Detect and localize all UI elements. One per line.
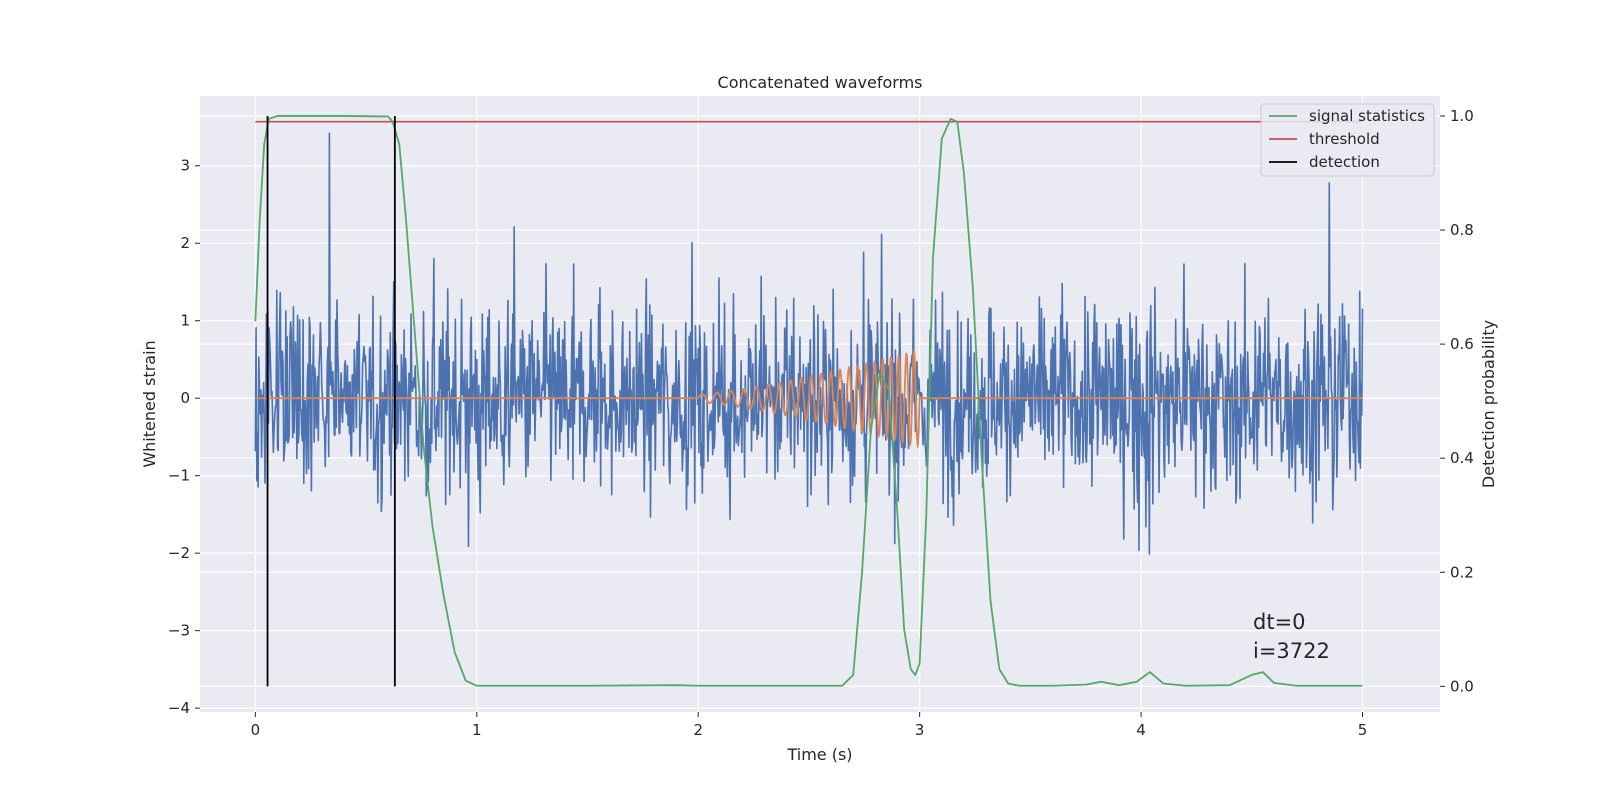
x-tick-label: 5 [1358,721,1368,739]
x-axis-label: Time (s) [786,745,852,764]
y-tick-label: −1 [168,467,190,485]
y-tick-label: 3 [180,157,190,175]
y-tick-label: 0 [180,389,190,407]
legend-box [1260,103,1435,177]
axes-layer: 0 1 2 3 4 5 −4 −3 −2 −1 0 1 2 3 0.0 0.2 0.4 0.6 0.8 1.0 [168,107,1474,739]
y-axis-label: Whitened strain [140,340,159,467]
y-tick-label: 1 [180,312,190,330]
legend-label-signal-statistics: signal statistics [1309,107,1425,125]
y-tick-label: −2 [168,544,190,562]
y-tick-label: −4 [168,699,190,717]
x-tick-label: 3 [915,721,925,739]
chart-title: Concatenated waveforms [718,73,923,92]
legend-label-threshold: threshold [1309,130,1380,148]
legend: signal statistics threshold detection [1260,103,1435,177]
series-signal-statistics [254,115,1363,687]
x-tick-label: 1 [472,721,482,739]
annotation-dt: dt=0 [1253,610,1306,634]
x-tick-label: 2 [693,721,703,739]
y2-tick-label: 1.0 [1450,107,1474,125]
y2-tick-label: 0.6 [1450,335,1474,353]
y2-tick-label: 0.4 [1450,449,1474,467]
series-injected-waveform [255,348,1363,449]
y-tick-label: 2 [180,234,190,252]
annotation: dt=0 i=3722 [1253,610,1330,663]
x-tick-label: 4 [1136,721,1146,739]
x-tick-label: 0 [251,721,261,739]
legend-label-detection: detection [1309,153,1380,171]
annotation-i: i=3722 [1253,639,1330,663]
y2-tick-label: 0.2 [1450,563,1474,581]
plot-layer [254,115,1364,687]
y2-axis-label: Detection probability [1479,320,1498,488]
series-whitened-strain [254,132,1364,555]
y2-tick-label: 0.0 [1450,677,1474,695]
y2-tick-label: 0.8 [1450,221,1474,239]
y-tick-label: −3 [168,622,190,640]
